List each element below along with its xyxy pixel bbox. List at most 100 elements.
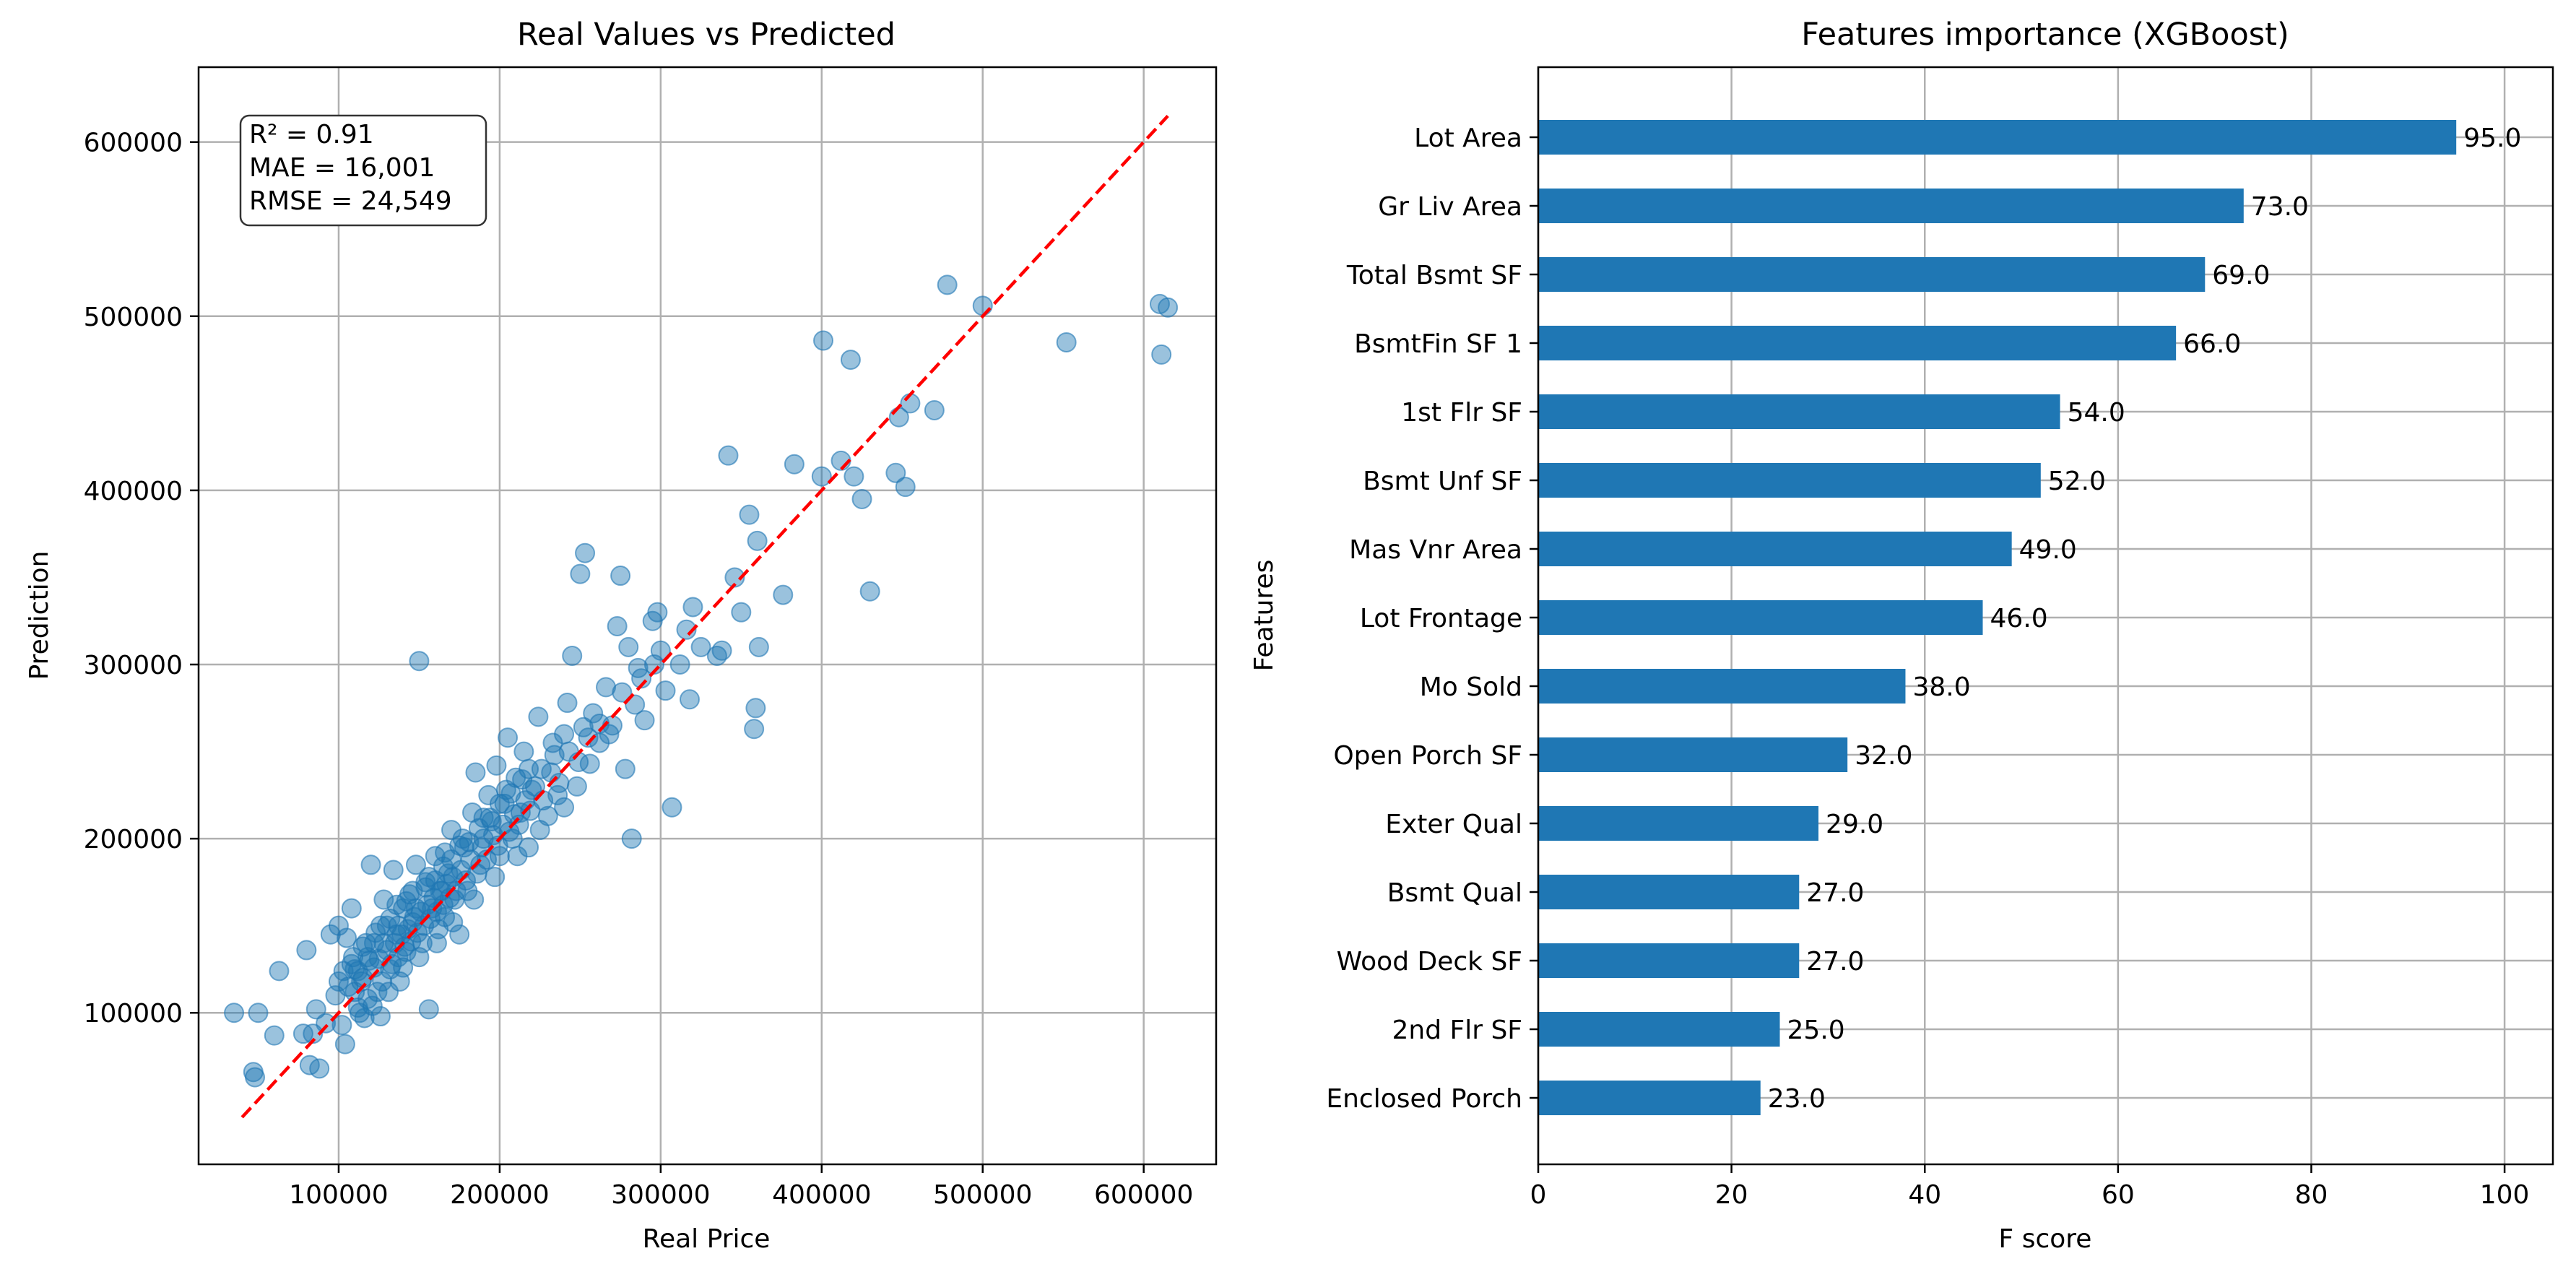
bar-value-label: 69.0 [2212,261,2270,290]
scatter-point [773,584,794,605]
scatter-point [575,542,596,563]
scatter-point [682,597,703,618]
scatter-point [972,295,993,316]
scatter-point [844,466,864,487]
scatter-point [676,619,697,640]
scatter-point [610,566,631,586]
bar [1538,669,1906,704]
scatter-point [583,703,604,724]
scatter-point [359,950,380,971]
scatter-point [473,808,494,828]
bar-category-label: Bsmt Qual [1387,878,1522,908]
scatter-point [711,640,732,661]
bar-x-tick-label: 40 [1908,1180,1941,1210]
scatter-point [507,846,528,867]
scatter-point [485,867,506,888]
scatter-point [1151,344,1172,365]
scatter-point [631,668,652,689]
bar-value-label: 29.0 [1826,810,1883,839]
scatter-point [570,563,591,584]
bar-category-label: Enclosed Porch [1326,1084,1522,1114]
scatter-point [305,999,326,1020]
bar-title: Features importance (XGBoost) [1801,17,2289,53]
scatter-point [924,399,945,420]
scatter-point [245,1067,266,1088]
scatter-point [731,602,752,623]
bar-value-label: 66.0 [2183,329,2241,359]
bar-value-label: 52.0 [2048,467,2106,496]
bar-chart: Features importance (XGBoost) 95.0 73.0 69… [1249,17,2554,1254]
scatter-point [338,977,359,997]
scatter-point [409,947,430,968]
bar-value-label: 32.0 [1855,741,1912,771]
scatter-point [426,932,447,953]
scatter-point [739,504,760,525]
bar [1538,806,1819,841]
scatter-point [405,854,426,875]
scatter-point [554,797,575,818]
bar-y-ticks: Lot Area Gr Liv Area Total Bsmt SF BsmtFin … [1326,124,1538,1114]
scatter-point [859,581,880,602]
scatter-point [349,1003,370,1023]
scatter-point [328,971,349,992]
bar-category-label: Open Porch SF [1333,741,1522,771]
scatter-point [937,274,958,295]
bar-value-label: 38.0 [1912,672,1970,702]
scatter-point [528,706,549,727]
scatter-y-label: Prediction [25,551,54,680]
scatter-x-tick-label: 300000 [611,1180,710,1210]
scatter-point [612,682,633,703]
bar [1538,532,2012,566]
scatter-point [333,961,354,982]
bar-x-tick-label: 60 [2102,1180,2135,1210]
scatter-point [662,797,682,818]
scatter-point [655,680,676,701]
scatter-point [373,889,394,910]
scatter-point [328,915,349,936]
scatter-point [618,636,639,657]
scatter-point [643,654,664,675]
bar-value-label: 27.0 [1806,878,1864,908]
scatter-point [557,693,578,714]
bar [1538,257,2206,292]
bar-category-label: Mo Sold [1420,672,1522,702]
bar-value-label: 25.0 [1787,1016,1845,1045]
bar-x-tick-label: 100 [2480,1180,2530,1210]
scatter-point [840,350,861,371]
scatter-point [341,898,362,919]
bar-value-label: 95.0 [2463,124,2521,153]
scatter-point [744,719,765,740]
scatter-point [647,602,668,623]
bar-value-label: 54.0 [2068,398,2125,428]
scatter-point [669,654,690,675]
scatter-x-tick-label: 600000 [1094,1180,1193,1210]
bar-category-label: 2nd Flr SF [1392,1016,1522,1045]
scatter-point [599,724,620,745]
scatter-point [784,454,805,475]
scatter-x-tick-label: 100000 [289,1180,388,1210]
bar-value-label: 46.0 [1990,604,2048,633]
scatter-point [811,466,832,487]
scatter-point [337,927,357,948]
scatter-point [851,488,872,509]
bar [1538,600,1983,635]
scatter-y-tick-label: 200000 [84,825,183,854]
scatter-point [566,776,587,797]
bar [1538,943,1800,978]
scatter-point [296,940,317,961]
scatter-point [634,710,655,731]
scatter-point [459,831,480,852]
scatter-point [418,999,439,1020]
scatter-point [745,698,766,719]
scatter-point [489,846,510,867]
scatter-point [1158,297,1179,318]
scatter-point [373,932,394,953]
bar-x-tick-label: 0 [1530,1180,1547,1210]
scatter-point [316,1013,337,1034]
scatter-point [370,1006,391,1027]
stat-r2: R² = 0.91 [249,120,374,150]
scatter-point [362,995,383,1016]
scatter-point [248,1003,269,1023]
ideal-diagonal-line [240,114,1169,1119]
scatter-point [465,762,486,783]
